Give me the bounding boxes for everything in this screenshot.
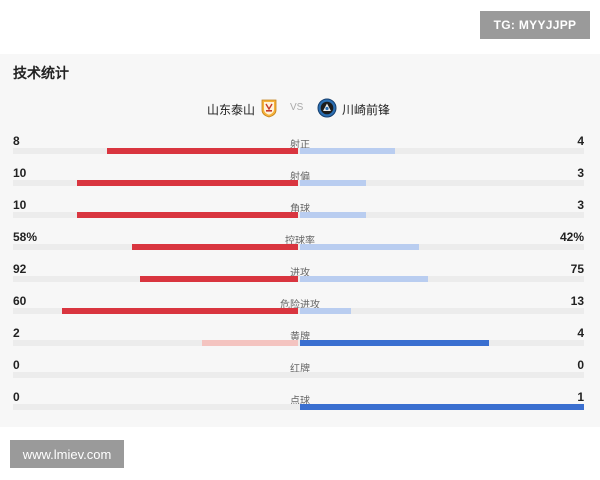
stat-label: 射正 bbox=[290, 140, 310, 151]
home-stat-value: 0 bbox=[13, 358, 20, 372]
stat-label: 红牌 bbox=[290, 364, 310, 375]
stat-row: 10 角球 3 bbox=[0, 198, 600, 228]
away-stat-value: 3 bbox=[577, 198, 584, 212]
stat-row: 0 点球 1 bbox=[0, 390, 600, 420]
stat-label: 黄牌 bbox=[290, 332, 310, 343]
stat-track bbox=[13, 276, 584, 282]
away-stat-bar bbox=[300, 340, 489, 346]
stat-track bbox=[13, 244, 584, 250]
tech-stats-panel: 技术统计 山东泰山 VS 川崎前锋 8 射正 4 10 射偏 3 10 角球 3 58% 控球率 42… bbox=[0, 54, 600, 427]
away-stat-value: 4 bbox=[577, 326, 584, 340]
stat-row: 2 黄牌 4 bbox=[0, 326, 600, 356]
home-stat-bar bbox=[77, 180, 298, 186]
home-stat-bar bbox=[202, 340, 298, 346]
away-stat-bar bbox=[300, 148, 395, 154]
away-stat-bar bbox=[300, 308, 351, 314]
kawasaki-badge-icon bbox=[317, 98, 337, 118]
away-stat-value: 13 bbox=[570, 294, 584, 308]
stat-track bbox=[13, 372, 584, 378]
away-stat-value: 1 bbox=[577, 390, 584, 404]
away-stat-bar bbox=[300, 212, 366, 218]
stat-label: 危险进攻 bbox=[280, 300, 320, 311]
stat-label: 射偏 bbox=[290, 172, 310, 183]
stat-row: 58% 控球率 42% bbox=[0, 230, 600, 260]
home-stat-value: 10 bbox=[13, 198, 27, 212]
stat-label: 角球 bbox=[290, 204, 310, 215]
stat-track bbox=[13, 212, 584, 218]
stat-label: 点球 bbox=[290, 396, 310, 407]
stat-track bbox=[13, 308, 584, 314]
watermark-bottom: www.lmiev.com bbox=[10, 440, 124, 468]
away-stat-value: 75 bbox=[570, 262, 584, 276]
stat-label: 进攻 bbox=[290, 268, 310, 279]
taishan-badge-icon bbox=[261, 99, 277, 118]
home-stat-bar bbox=[132, 244, 298, 250]
away-stat-bar bbox=[300, 244, 419, 250]
watermark-top: TG: MYYJJPP bbox=[480, 11, 590, 39]
stat-track bbox=[13, 404, 584, 410]
away-stat-value: 3 bbox=[577, 166, 584, 180]
away-team-name: 川崎前锋 bbox=[342, 103, 391, 117]
stat-row: 8 射正 4 bbox=[0, 134, 600, 164]
home-stat-value: 92 bbox=[13, 262, 27, 276]
stat-track bbox=[13, 180, 584, 186]
home-team-name: 山东泰山 bbox=[206, 103, 255, 117]
home-stat-bar bbox=[140, 276, 298, 282]
away-stat-value: 0 bbox=[577, 358, 584, 372]
stat-label: 控球率 bbox=[285, 236, 315, 247]
stat-track bbox=[13, 340, 584, 346]
away-stat-value: 4 bbox=[577, 134, 584, 148]
stat-row: 0 红牌 0 bbox=[0, 358, 600, 388]
home-stat-value: 10 bbox=[13, 166, 27, 180]
panel-title: 技术统计 bbox=[13, 65, 69, 81]
stat-track bbox=[13, 148, 584, 154]
home-stat-bar bbox=[62, 308, 298, 314]
home-stat-value: 2 bbox=[13, 326, 20, 340]
home-stat-value: 8 bbox=[13, 134, 20, 148]
home-stat-value: 60 bbox=[13, 294, 27, 308]
home-stat-bar bbox=[107, 148, 298, 154]
teams-header: 山东泰山 VS 川崎前锋 bbox=[0, 98, 600, 122]
away-stat-bar bbox=[300, 180, 366, 186]
away-stat-value: 42% bbox=[559, 230, 584, 244]
vs-label: VS bbox=[290, 102, 304, 113]
home-stat-value: 0 bbox=[13, 390, 20, 404]
away-stat-bar bbox=[300, 276, 428, 282]
away-stat-bar bbox=[300, 404, 584, 410]
stat-row: 92 进攻 75 bbox=[0, 262, 600, 292]
stat-row: 10 射偏 3 bbox=[0, 166, 600, 196]
home-stat-bar bbox=[77, 212, 298, 218]
stat-row: 60 危险进攻 13 bbox=[0, 294, 600, 324]
home-stat-value: 58% bbox=[13, 230, 38, 244]
